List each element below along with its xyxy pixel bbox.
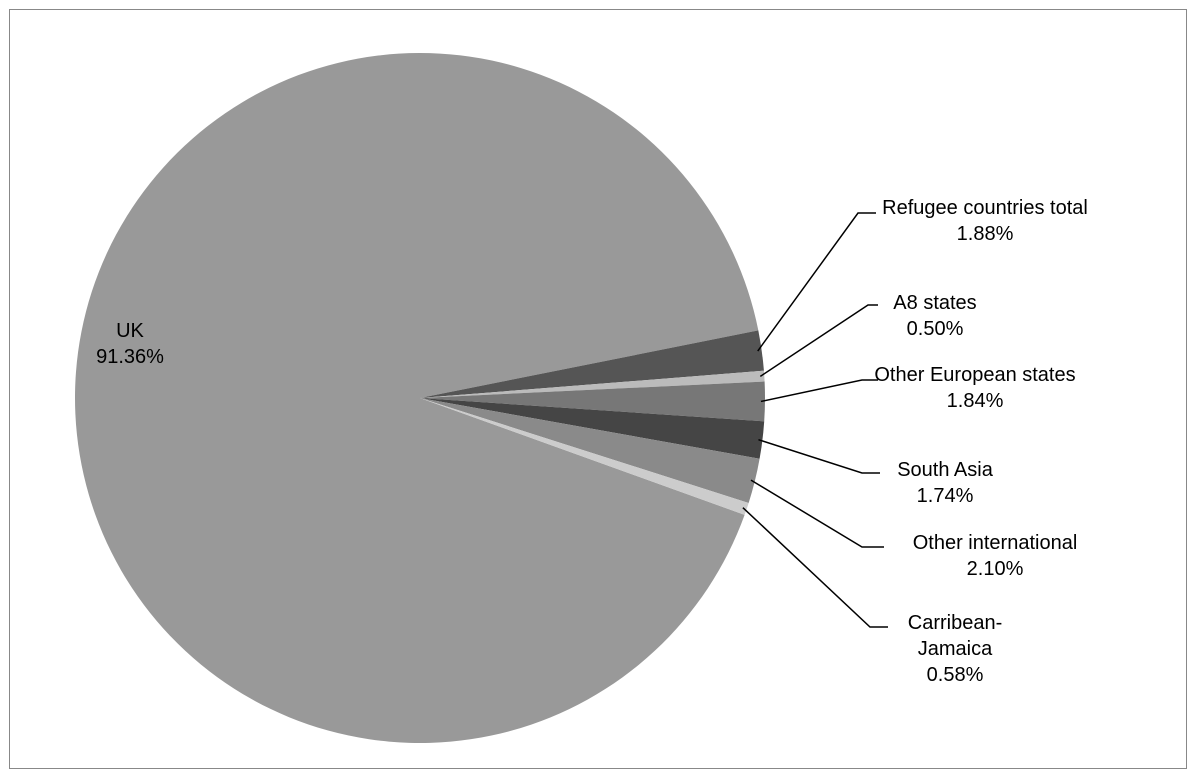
leader-line xyxy=(757,212,876,352)
pie-slice xyxy=(420,398,760,503)
category-label: Other European states xyxy=(874,364,1076,386)
slice-label: Refugee countries total 1.88% xyxy=(870,195,1100,247)
slice-label: Carribean-Jamaica 0.58% xyxy=(880,610,1030,688)
leader-line xyxy=(760,379,878,403)
value-label: 1.84% xyxy=(946,390,1004,412)
value-label: 1.74% xyxy=(916,485,974,507)
pie-slice xyxy=(420,398,765,459)
pie-slice xyxy=(420,370,765,398)
slice-label: Other European states 1.84% xyxy=(860,362,1090,414)
value-label: 0.58% xyxy=(926,664,984,686)
category-label: UK xyxy=(116,320,144,342)
pie-slice xyxy=(420,381,765,422)
value-label: 2.10% xyxy=(966,558,1024,580)
category-label: Other international xyxy=(912,532,1078,554)
value-label: 1.88% xyxy=(956,223,1014,245)
value-label: 0.50% xyxy=(906,318,964,340)
chart-border xyxy=(9,9,1187,769)
category-label: Carribean-Jamaica xyxy=(907,612,1003,660)
leader-line xyxy=(758,438,880,474)
pie-slice xyxy=(420,330,764,398)
slice-label: South Asia 1.74% xyxy=(865,457,1025,509)
category-label: South Asia xyxy=(897,459,993,481)
leader-line xyxy=(742,507,888,628)
category-label: A8 states xyxy=(893,292,977,314)
slice-label: Other international 2.10% xyxy=(875,530,1115,582)
pie-slice xyxy=(420,398,749,515)
slice-label: UK 91.36% xyxy=(60,318,200,370)
slice-label: A8 states 0.50% xyxy=(855,290,1015,342)
pie-slice xyxy=(75,53,759,744)
leader-line xyxy=(759,304,878,377)
category-label: Refugee countries total xyxy=(882,197,1088,219)
value-label: 91.36% xyxy=(96,346,164,368)
leader-line xyxy=(750,479,884,548)
